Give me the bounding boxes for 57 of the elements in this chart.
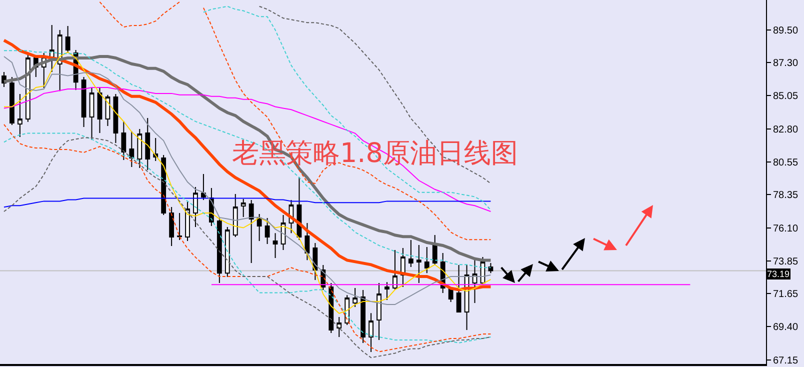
line-series xyxy=(3,87,492,212)
candlestick xyxy=(432,234,438,266)
y-tick-label: 71.65 xyxy=(773,288,798,300)
candlestick xyxy=(360,290,366,344)
candlestick xyxy=(336,316,342,338)
y-tick-label: 89.50 xyxy=(773,25,798,36)
candlestick xyxy=(272,232,278,259)
candlestick xyxy=(216,218,222,284)
candlestick xyxy=(384,282,390,300)
candlestick xyxy=(65,25,70,54)
candlestick xyxy=(392,250,398,291)
y-tick-label: 73.85 xyxy=(773,256,798,268)
candlestick xyxy=(193,186,198,228)
candlestick xyxy=(89,87,94,140)
candlestick xyxy=(416,244,422,284)
candlestick xyxy=(424,246,430,274)
y-tick-label: 67.15 xyxy=(773,355,798,366)
candlestick xyxy=(248,200,254,264)
candlestick xyxy=(161,154,166,216)
y-tick-label: 69.40 xyxy=(773,322,798,334)
y-tick-label: 82.80 xyxy=(773,124,798,136)
y-tick-label: 80.55 xyxy=(773,158,798,169)
candlestick xyxy=(376,282,382,340)
candlestick xyxy=(17,94,22,138)
candlestick xyxy=(113,94,118,144)
candlestick xyxy=(129,130,134,168)
line-series xyxy=(3,198,492,208)
y-tick-label: 78.35 xyxy=(773,190,798,202)
y-tick-label: 76.10 xyxy=(773,223,798,234)
y-tick-label: 85.05 xyxy=(773,91,798,102)
candlestick xyxy=(49,24,54,73)
ref-line-label: 73.19 xyxy=(767,269,790,279)
candlestick xyxy=(264,218,270,244)
candlestick xyxy=(81,76,86,128)
candlestick xyxy=(408,240,414,268)
candlestick xyxy=(137,128,142,168)
line-series xyxy=(258,6,492,184)
candlestick xyxy=(328,282,334,334)
candlestick xyxy=(145,117,150,171)
candlestick xyxy=(177,212,182,241)
candlestick xyxy=(169,206,174,247)
y-tick-label: 87.30 xyxy=(773,58,798,69)
candlestick xyxy=(232,193,238,238)
candlestick xyxy=(97,87,102,134)
candlestick xyxy=(224,226,230,278)
candlestick xyxy=(201,174,206,201)
candlestick xyxy=(256,214,262,242)
candlestick xyxy=(185,201,190,242)
candlestick xyxy=(240,198,246,218)
candlestick xyxy=(352,287,358,308)
candlestick xyxy=(121,120,126,161)
candlestick xyxy=(472,260,478,304)
line-series xyxy=(202,6,492,211)
candlestick xyxy=(456,264,462,313)
candlestick xyxy=(368,312,374,353)
candlestick xyxy=(304,222,310,261)
candlestick xyxy=(10,76,14,126)
